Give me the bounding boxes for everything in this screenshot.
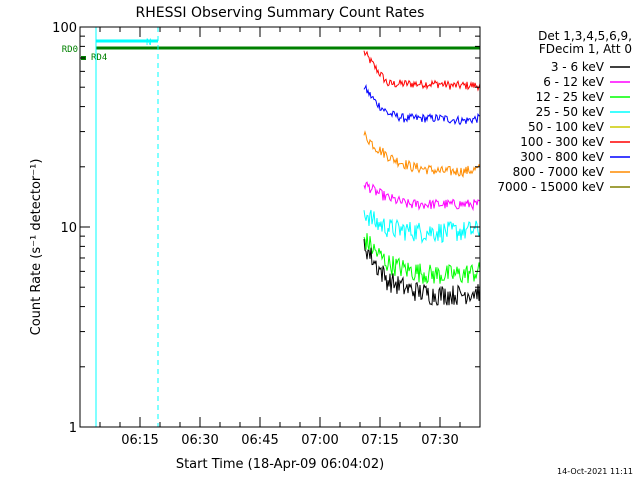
legend-label: 7000 - 15000 keV (497, 180, 604, 194)
y-axis: 1 10 100 (52, 21, 480, 436)
flag-label-rd0: RD0 (62, 45, 78, 55)
legend: Det 1,3,4,5,6,9,FDecim 1, Att 0 3 - 6 keV… (497, 29, 632, 194)
legend-label: 3 - 6 keV (551, 60, 605, 74)
legend-label: 50 - 100 keV (528, 120, 605, 134)
legend-header: Det 1,3,4,5,6,9, (538, 29, 632, 43)
x-axis-label: Start Time (18-Apr-09 06:04:02) (176, 457, 384, 472)
legend-label: 100 - 300 keV (520, 135, 604, 149)
y-tick-label: 100 (52, 21, 77, 36)
chart-title: RHESSI Observing Summary Count Rates (136, 5, 425, 21)
legend-label: 6 - 12 keV (543, 75, 605, 89)
flags-layer: N RD0 RD4 (62, 38, 480, 63)
x-tick-label: 06:30 (181, 433, 218, 448)
legend-label: 12 - 25 keV (536, 90, 605, 104)
x-tick-label: 07:15 (361, 433, 398, 448)
x-tick-label: 07:30 (421, 433, 458, 448)
legend-header: FDecim 1, Att 0 (539, 42, 632, 56)
legend-label: 300 - 800 keV (520, 150, 604, 164)
x-tick-label: 06:45 (241, 433, 278, 448)
x-tick-label: 06:15 (121, 433, 158, 448)
flag-label-rd4: RD4 (91, 53, 107, 63)
y-tick-label: 1 (69, 421, 77, 436)
y-axis-label: Count Rate (s⁻¹ detector⁻¹) (29, 159, 44, 336)
flag-label-n: N (146, 38, 151, 48)
x-tick-label: 07:00 (301, 433, 338, 448)
y-tick-label: 10 (60, 221, 77, 236)
legend-label: 800 - 7000 keV (513, 165, 605, 179)
footer-timestamp: 14-Oct-2021 11:11 (557, 467, 633, 476)
x-axis: 06:15 06:30 06:45 07:00 07:15 07:30 (79, 27, 481, 448)
legend-label: 25 - 50 keV (536, 105, 605, 119)
